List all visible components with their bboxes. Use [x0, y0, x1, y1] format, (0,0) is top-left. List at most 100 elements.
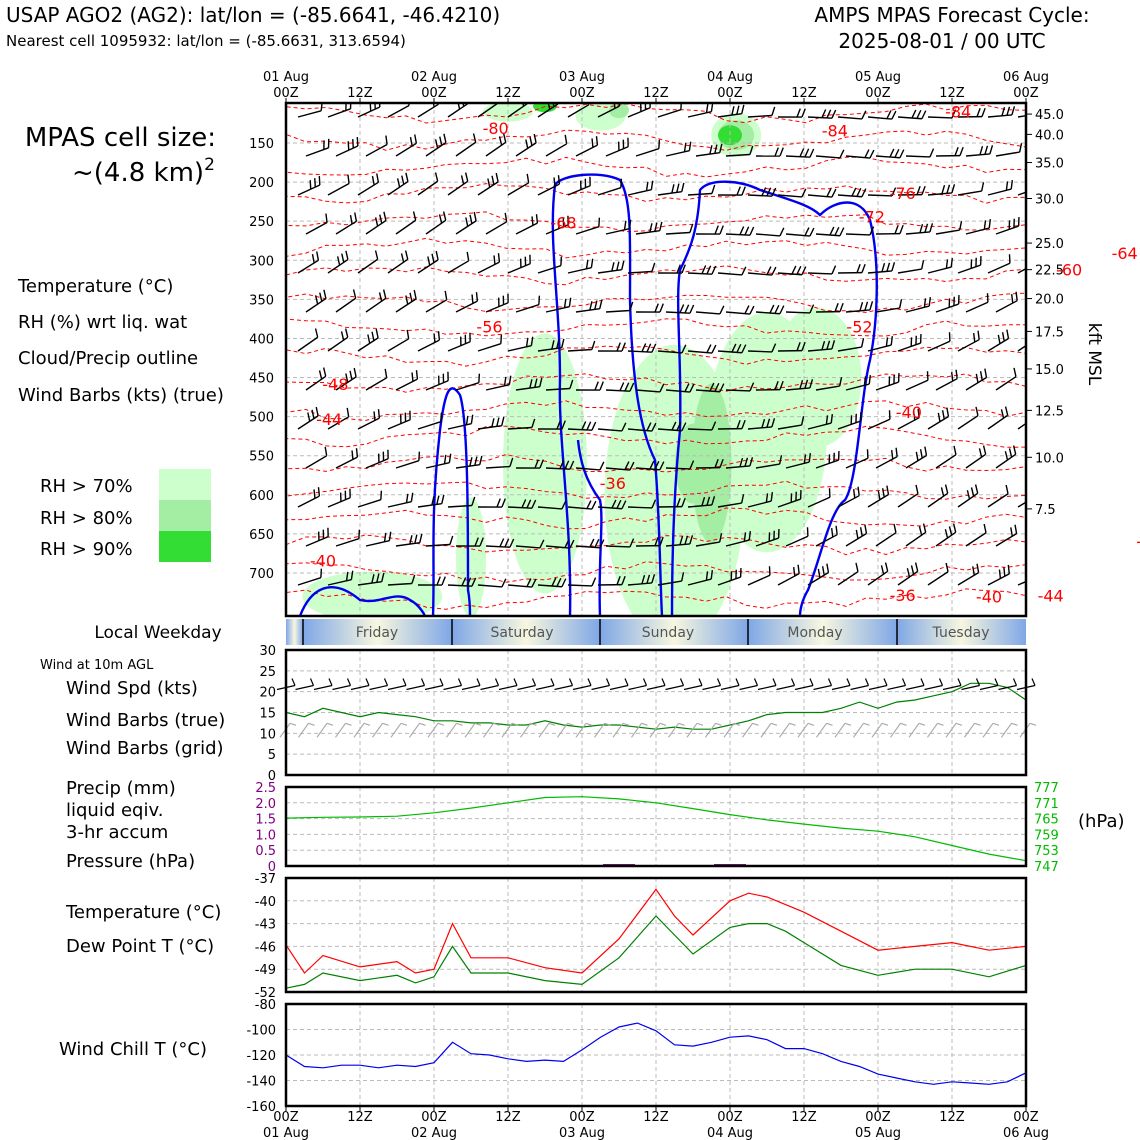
barb-staff — [695, 311, 720, 315]
barb-feather — [621, 422, 627, 432]
wind-barb — [297, 251, 320, 274]
barb-feather — [493, 255, 496, 265]
barb-feather — [354, 212, 358, 222]
barb-staff — [747, 114, 772, 118]
barb-staff — [702, 684, 721, 691]
wind-barb-grid — [1019, 722, 1037, 738]
barb-staff — [815, 155, 840, 159]
barb-feather — [349, 215, 353, 225]
barb-staff — [979, 684, 999, 691]
barb-feather — [701, 496, 706, 507]
barb-feather — [599, 381, 604, 391]
barb-staff — [837, 116, 862, 120]
barb-feather — [864, 678, 870, 686]
barb-staff — [297, 495, 320, 508]
barb-feather — [706, 344, 712, 353]
wind-barb — [447, 172, 469, 196]
kft-tick: 20.0 — [1035, 293, 1064, 308]
barb-feather — [341, 253, 345, 263]
barb-feather — [869, 226, 875, 236]
wind-barb — [807, 109, 837, 119]
barb-staff — [905, 454, 927, 469]
wind-barb — [387, 172, 409, 196]
temperature-contour-label: -84 — [945, 103, 971, 122]
barb-feather — [411, 574, 416, 584]
barb-feather — [418, 451, 421, 461]
barb-feather — [469, 457, 473, 467]
wind10m-title: Wind at 10m AGL — [40, 658, 154, 673]
barb-feather — [319, 292, 323, 302]
bottom-day-label: 05 Aug — [855, 1126, 901, 1140]
barb-feather — [560, 256, 563, 266]
barb-staff — [387, 258, 409, 274]
barb-feather — [804, 379, 809, 389]
barb-staff — [447, 260, 470, 274]
wind-barb — [515, 214, 539, 235]
barb-feather — [946, 184, 951, 194]
barb-feather — [474, 537, 479, 547]
barb-feather — [531, 578, 537, 588]
barb-feather — [1010, 180, 1014, 190]
barb-staff — [725, 233, 751, 236]
barb-feather — [531, 216, 534, 226]
barb-staff — [924, 684, 943, 691]
wind-barb — [927, 332, 951, 352]
bottom-time-tick: 00Z — [717, 1110, 743, 1125]
wind-barb — [785, 453, 812, 469]
barb-staff — [995, 151, 1020, 157]
temperature-contour-line — [286, 292, 1026, 313]
wind-barb — [935, 445, 957, 469]
barb-feather — [525, 337, 529, 347]
barb-staff — [507, 344, 532, 352]
panel-ytick: 1.5 — [255, 813, 276, 828]
barb-feather — [994, 678, 999, 686]
temperature-contour-label: -68 — [550, 214, 576, 233]
wind-barb-true — [517, 678, 537, 691]
barb-feather — [594, 538, 600, 548]
wind-barb — [965, 293, 989, 313]
barb-feather — [509, 457, 514, 467]
barb-feather — [790, 678, 796, 686]
barb-feather — [564, 134, 568, 144]
barb-feather — [381, 572, 385, 582]
barb-feather — [374, 103, 376, 110]
barb-staff — [987, 337, 1009, 352]
barb-staff — [485, 141, 507, 157]
barb-feather — [629, 301, 634, 311]
barb-feather — [679, 678, 685, 686]
cloud-outline — [298, 173, 878, 616]
barb-feather — [531, 418, 536, 428]
wind-barb — [995, 524, 1018, 547]
barb-feather — [525, 139, 529, 149]
barb-feather — [616, 342, 621, 352]
barb-feather — [921, 185, 926, 195]
wind-barb — [747, 266, 777, 276]
wind-barb — [447, 332, 471, 352]
barb-feather — [556, 339, 560, 349]
barb-feather — [642, 678, 648, 686]
wind-barb — [957, 330, 980, 352]
barb-feather — [1037, 486, 1039, 495]
wind-barb-grid — [335, 722, 352, 738]
barb-staff — [477, 424, 502, 430]
rh-area — [691, 383, 732, 544]
windchill-line — [285, 1022, 1027, 1085]
wind-barb — [537, 256, 563, 274]
barb-staff — [957, 264, 981, 274]
barb-feather — [778, 455, 783, 465]
barb-feather — [589, 538, 595, 548]
wind-barb — [627, 574, 656, 586]
wind-barb — [785, 304, 815, 314]
barb-feather — [345, 571, 349, 581]
weekday-segment — [600, 619, 748, 645]
wind-barb — [695, 143, 723, 157]
temperature-contour-label: -64 — [1112, 244, 1138, 263]
barb-feather — [681, 264, 686, 274]
barb-feather — [567, 722, 574, 726]
wind-barb — [597, 178, 623, 196]
barb-feather — [476, 678, 481, 686]
barb-staff — [395, 219, 417, 235]
barb-feather — [388, 531, 392, 541]
barb-feather — [852, 489, 856, 499]
wind-barb — [867, 262, 896, 274]
